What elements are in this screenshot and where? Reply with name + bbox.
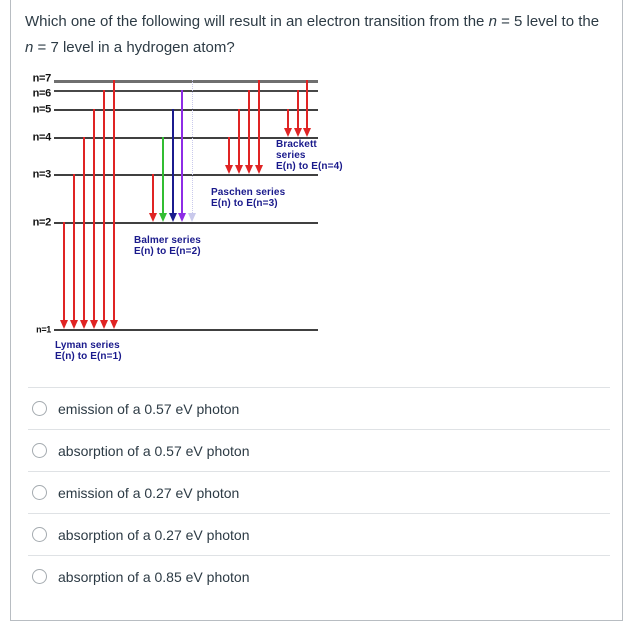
series-caption-line: Balmer series — [134, 235, 201, 246]
answer-option-row[interactable]: emission of a 0.27 eV photon — [28, 471, 610, 513]
series-caption-line: E(n) to E(n=2) — [134, 246, 201, 257]
answer-option-row[interactable]: absorption of a 0.85 eV photon — [28, 555, 610, 597]
answer-option-label[interactable]: absorption of a 0.27 eV photon — [58, 526, 250, 543]
transition-arrow-head-icon — [303, 128, 311, 137]
transition-arrow-line-brackett-n6 — [297, 90, 299, 128]
series-caption-line: Lyman series — [55, 340, 120, 351]
answer-option-label[interactable]: absorption of a 0.57 eV photon — [58, 442, 250, 459]
transition-arrow-head-icon — [80, 320, 88, 329]
transition-arrow-line-paschen-n7 — [258, 80, 260, 165]
transition-arrow-head-icon — [225, 165, 233, 174]
energy-level-label-n2: n=2 — [32, 216, 52, 229]
energy-level-line-n5 — [54, 109, 318, 111]
question-card: Which one of the following will result i… — [10, 0, 623, 621]
answer-option-label[interactable]: emission of a 0.57 eV photon — [58, 400, 240, 417]
radio-button[interactable] — [32, 527, 47, 542]
radio-button[interactable] — [32, 443, 47, 458]
transition-arrow-head-icon — [188, 213, 196, 222]
transition-arrow-head-icon — [70, 320, 78, 329]
energy-level-label-n4: n=4 — [32, 131, 52, 144]
answer-option-row[interactable]: absorption of a 0.27 eV photon — [28, 513, 610, 555]
transition-arrow-head-icon — [294, 128, 302, 137]
series-caption-line: Paschen series — [211, 187, 286, 198]
transition-arrow-head-icon — [178, 213, 186, 222]
series-caption-line: E(n) to E(n=4) — [276, 161, 343, 172]
transition-arrow-head-icon — [245, 165, 253, 174]
transition-arrow-head-icon — [235, 165, 243, 174]
energy-level-diagram: n=7 n=6 n=5 n=4 n=3 n=2 n=1 Lyman series E(n) to… — [11, 0, 624, 384]
energy-level-line-n7 — [54, 80, 318, 83]
energy-level-line-n6 — [54, 90, 318, 92]
transition-arrow-line-lyman-n7 — [113, 80, 115, 320]
series-caption-lyman: Lyman series E(n) to E(n=1) — [55, 340, 122, 362]
answer-option-label[interactable]: emission of a 0.27 eV photon — [58, 484, 240, 501]
transition-arrow-head-icon — [60, 320, 68, 329]
question-segment: Which one of the following will result i… — [25, 13, 489, 30]
series-caption-paschen: Paschen series E(n) to E(n=3) — [211, 187, 285, 209]
transition-arrow-line-balmer-n6 — [181, 90, 183, 213]
series-caption-line: Brackett — [276, 139, 317, 150]
transition-arrow-head-icon — [149, 213, 157, 222]
transition-arrow-head-icon — [90, 320, 98, 329]
transition-arrow-line-balmer-n7 — [191, 80, 193, 213]
transition-arrow-line-lyman-n4 — [83, 137, 85, 320]
variable-n: n — [25, 39, 34, 56]
radio-button[interactable] — [32, 401, 47, 416]
series-caption-balmer: Balmer series E(n) to E(n=2) — [134, 235, 201, 257]
answer-option-label[interactable]: absorption of a 0.85 eV photon — [58, 568, 250, 585]
energy-level-label-n7: n=7 — [32, 72, 52, 85]
transition-arrow-head-icon — [159, 213, 167, 222]
series-caption-brackett: Brackett series E(n) to E(n=4) — [276, 139, 343, 172]
transition-arrow-line-brackett-n5 — [287, 109, 289, 128]
transition-arrow-line-brackett-n7 — [306, 80, 308, 128]
transition-arrow-head-icon — [100, 320, 108, 329]
energy-level-label-n3: n=3 — [32, 168, 52, 181]
transition-arrow-line-lyman-n2 — [63, 222, 65, 320]
radio-button[interactable] — [32, 485, 47, 500]
transition-arrow-line-lyman-n6 — [103, 90, 105, 320]
answer-option-row[interactable]: emission of a 0.57 eV photon — [28, 387, 610, 429]
variable-n: n — [488, 13, 497, 30]
transition-arrow-line-balmer-n3 — [152, 174, 154, 213]
question-text: Which one of the following will result i… — [25, 9, 603, 61]
energy-level-line-n1 — [54, 329, 318, 331]
series-caption-line: E(n) to E(n=3) — [211, 198, 278, 209]
transition-arrow-head-icon — [255, 165, 263, 174]
transition-arrow-head-icon — [169, 213, 177, 222]
transition-arrow-line-paschen-n6 — [248, 90, 250, 165]
question-segment: = 7 level in a hydrogen atom? — [33, 39, 235, 56]
energy-level-label-n6: n=6 — [32, 87, 52, 100]
energy-level-line-n2 — [54, 222, 318, 224]
transition-arrow-head-icon — [110, 320, 118, 329]
answer-option-row[interactable]: absorption of a 0.57 eV photon — [28, 429, 610, 471]
transition-arrow-line-balmer-n4 — [162, 137, 164, 213]
transition-arrow-line-paschen-n4 — [228, 137, 230, 165]
transition-arrow-head-icon — [284, 128, 292, 137]
transition-arrow-line-balmer-n5 — [172, 109, 174, 213]
energy-level-line-n4 — [54, 137, 318, 139]
series-caption-line: E(n) to E(n=1) — [55, 351, 122, 362]
question-segment: = 5 level to the — [496, 13, 600, 30]
transition-arrow-line-lyman-n3 — [73, 174, 75, 320]
series-caption-line: series — [276, 150, 306, 161]
transition-arrow-line-paschen-n5 — [238, 109, 240, 165]
transition-arrow-line-lyman-n5 — [93, 109, 95, 320]
energy-level-label-n1: n=1 — [36, 324, 51, 335]
energy-level-label-n5: n=5 — [32, 103, 52, 116]
answer-options-list: emission of a 0.57 eV photon absorption o… — [28, 387, 610, 597]
radio-button[interactable] — [32, 569, 47, 584]
energy-level-line-n3 — [54, 174, 318, 176]
